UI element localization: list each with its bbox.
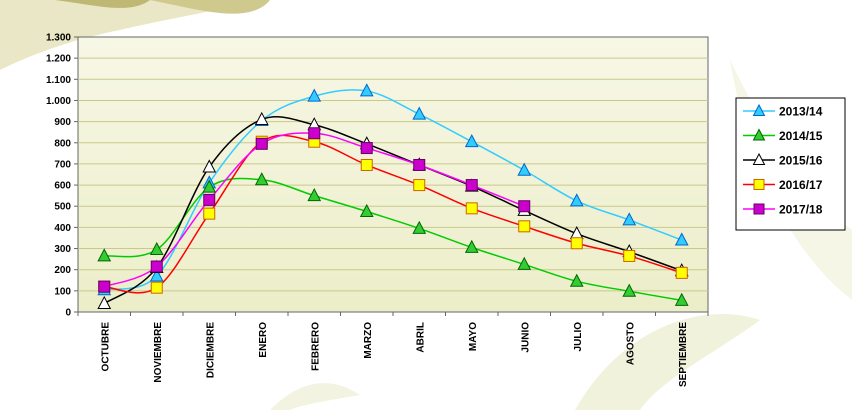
data-point-2014/15 (254, 172, 269, 186)
series-markers (97, 83, 689, 309)
data-point-2013/14 (307, 88, 322, 102)
legend-entry: 2017/18 (743, 203, 823, 217)
y-tick-label: 800 (54, 138, 71, 149)
legend-entry: 2016/17 (743, 178, 823, 192)
data-point-2013/14 (359, 83, 374, 97)
data-point-2016/17 (203, 207, 216, 220)
x-tick-label: MARZO (363, 322, 374, 359)
data-point-2014/15 (307, 187, 322, 202)
data-point-2017/18 (360, 142, 373, 155)
x-tick-label: NOVIEMBRE (153, 322, 164, 383)
data-point-2014/15 (359, 203, 374, 217)
y-tick-label: 300 (54, 244, 71, 255)
data-point-2017/18 (203, 193, 216, 206)
y-tick-label: 900 (54, 117, 71, 128)
data-point-2013/14 (412, 106, 427, 120)
data-point-2016/17 (150, 281, 163, 294)
legend-label: 2015/16 (779, 154, 823, 168)
data-point-2014/15 (517, 256, 532, 270)
y-tick-label: 1.000 (46, 96, 71, 107)
y-tick-label: 0 (65, 308, 71, 319)
data-point-2015/16 (254, 111, 269, 125)
data-point-2013/14 (517, 162, 532, 176)
x-tick-label: SEPTIEMBRE (678, 322, 689, 387)
legend-entry: 2013/14 (743, 103, 823, 119)
data-point-2016/17 (623, 249, 636, 262)
data-point-2017/18 (465, 179, 478, 192)
x-tick-label: OCTUBRE (100, 322, 111, 372)
x-tick-label: JULIO (573, 322, 584, 352)
data-point-2014/15 (622, 283, 637, 297)
data-point-2017/18 (518, 200, 531, 213)
data-point-2013/14 (464, 134, 479, 148)
x-tick-label: MAYO (468, 322, 479, 351)
data-point-2014/15 (202, 179, 217, 193)
x-tick-label: ENERO (258, 322, 269, 358)
data-point-2013/14 (622, 212, 637, 226)
data-point-2014/15 (674, 292, 689, 306)
y-tick-label: 100 (54, 286, 71, 297)
legend-label: 2016/17 (779, 178, 823, 192)
data-point-2016/17 (360, 158, 373, 171)
data-point-2016/17 (465, 202, 478, 215)
x-tick-label: AGOSTO (625, 322, 636, 365)
legend-marker (752, 128, 766, 141)
data-point-2014/15 (412, 220, 427, 234)
x-tick-label: DICIEMBRE (205, 322, 216, 378)
y-tick-label: 1.100 (46, 75, 71, 86)
data-point-2014/15 (569, 273, 584, 287)
data-point-2016/17 (570, 237, 583, 250)
legend-label: 2014/15 (779, 129, 823, 143)
y-tick-label: 600 (54, 181, 71, 192)
y-tick-label: 1.200 (46, 54, 71, 65)
legend-marker (752, 103, 766, 116)
data-point-2015/16 (202, 159, 217, 173)
legend-marker (753, 203, 765, 215)
legend: 2013/14 2014/15 2015/16 2016/17 2017/18 (743, 103, 823, 217)
gridlines (78, 57, 708, 292)
data-point-2017/18 (255, 137, 268, 150)
y-axis: 0 100 200 300 400 500 600 700 800 900 1.000 1.100 1.… (46, 33, 78, 319)
data-point-2014/15 (464, 239, 479, 253)
legend-entry: 2014/15 (743, 128, 823, 143)
y-tick-label: 400 (54, 223, 71, 234)
x-tick-label: FEBRERO (310, 322, 321, 371)
data-point-2016/17 (413, 179, 426, 192)
legend-marker (753, 179, 765, 190)
data-point-2014/15 (97, 248, 112, 262)
data-point-2017/18 (413, 158, 426, 171)
y-tick-label: 700 (54, 159, 71, 170)
data-point-2016/17 (518, 220, 531, 233)
data-point-2013/14 (149, 268, 164, 282)
data-point-2014/15 (149, 241, 164, 256)
data-point-2017/18 (308, 127, 321, 140)
legend-entry: 2015/16 (743, 152, 823, 168)
legend-label: 2013/14 (779, 105, 823, 119)
y-tick-label: 500 (54, 202, 71, 213)
data-point-2013/14 (569, 193, 584, 207)
data-point-2017/18 (98, 280, 111, 293)
x-tick-label: JUNIO (520, 322, 531, 353)
x-tick-label: ABRIL (415, 322, 426, 353)
data-point-2013/14 (674, 232, 689, 246)
legend-label: 2017/18 (779, 203, 823, 217)
y-tick-label: 200 (54, 265, 71, 276)
x-axis: OCTUBRE NOVIEMBRE DICIEMBRE ENERO FEBRERO MAR… (77, 312, 709, 387)
data-point-2015/16 (97, 295, 112, 309)
legend-marker (752, 152, 766, 165)
y-tick-label: 1.300 (46, 33, 71, 44)
data-point-2017/18 (150, 260, 163, 273)
data-point-2016/17 (675, 266, 688, 279)
